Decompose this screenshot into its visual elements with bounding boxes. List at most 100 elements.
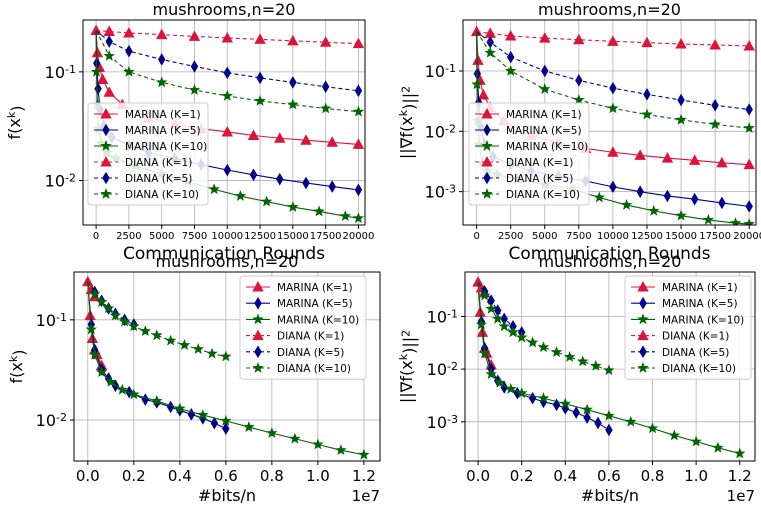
data-point [276,172,284,186]
legend-item: MARINA (K=1) [631,281,738,294]
legend-label: MARINA (K=5) [277,298,353,310]
data-point [583,411,591,424]
legend-label: DIANA (K=5) [277,347,344,359]
legend-label: DIANA (K=10) [506,189,580,201]
data-point [559,397,572,409]
legend-item: MARINA (K=10) [475,140,588,153]
x-tick-label: 1.2 [728,467,752,485]
data-point [641,108,653,120]
legend: MARINA (K=1) MARINA (K=5) MARINA (K=10) DIA… [239,275,367,380]
data-point [220,414,232,426]
legend-label: MARINA (K=1) [125,109,201,121]
data-point [274,132,286,143]
legend-marker [102,171,110,185]
y-axis-label: ||∇f(xk)||2​ [397,330,418,403]
data-point [572,406,580,419]
data-point [690,435,702,447]
data-point [247,129,260,140]
chart-title: mushrooms,n=20 [153,0,296,19]
data-point [319,36,332,47]
data-point [128,320,140,332]
series-line [476,31,750,129]
legend-marker [252,281,264,292]
series-line [95,30,359,92]
data-point [90,65,103,77]
legend-marker [639,296,647,310]
data-point [243,421,255,432]
data-point [335,444,347,456]
data-point [89,288,101,300]
data-point [625,415,637,427]
data-point [634,149,646,160]
legend: MARINA (K=1) MARINA (K=5) MARINA (K=10) DIA… [87,102,209,206]
legend-label: MARINA (K=5) [506,125,582,137]
data-point [573,94,585,105]
data-point [743,122,755,133]
data-point [485,302,497,314]
data-point [96,73,109,85]
data-point [745,103,753,116]
data-point [605,423,613,437]
data-point [352,37,365,49]
x-tick-label: 12500 [631,231,663,242]
chart-panel-4: 0.0 0.2 0.4 0.6 0.8 1.0 1.2 10-1​ 10-2​ 10-3​ mush… [397,252,756,505]
data-point [128,388,140,400]
data-point [151,329,163,341]
series-line [476,31,750,47]
legend-item: MARINA (K=1) [246,281,353,294]
legend-label: DIANA (K=5) [506,173,573,185]
data-point [155,28,168,40]
x-axis-label: #bits/n [198,486,256,505]
x-axis-label: #bits/n [581,486,639,505]
legend-box [239,275,367,380]
data-point [607,35,619,46]
x-offset-label: 1e7 [352,487,380,505]
legend-marker [100,156,112,167]
legend-marker [102,123,110,137]
data-point [493,304,502,317]
y-tick-label: 10-3​ [425,183,456,202]
legend-marker [252,362,264,373]
legend-item: MARINA (K=1) [475,108,582,121]
data-point [221,89,233,101]
legend-label: MARINA (K=1) [506,109,582,121]
data-point [287,98,299,110]
data-point [515,387,528,398]
x-tick-label: 2500 [116,231,141,242]
x-tick-label: 0.6 [597,467,621,485]
data-point [94,82,102,95]
data-point [526,336,539,348]
data-point [603,409,615,421]
data-point [743,218,755,225]
data-point [675,113,687,125]
legend-label: DIANA (K=1) [277,331,344,343]
legend-box [624,275,752,380]
legend-item: MARINA (K=1) [94,108,201,121]
chart-panel-3: 0.0 0.2 0.4 0.6 0.8 1.0 1.2 10-1​ 10-2​ mushrooms… [7,252,381,505]
data-point [174,402,186,414]
data-point [95,296,108,308]
y-tick-label: 10-2​ [427,360,458,379]
data-point [478,347,491,359]
legend-marker [481,188,493,199]
data-point [675,38,687,49]
x-tick-label: 0.0 [466,467,490,485]
data-point [636,185,644,198]
legend-box [468,102,590,206]
data-point [552,398,561,412]
y-tick-label: 10-1​ [427,307,458,326]
legend-marker [100,108,112,119]
data-point [95,366,108,378]
y-tick-label: 10-2​ [45,172,76,191]
data-point [82,275,94,287]
data-point [91,46,104,58]
legend-label: MARINA (K=10) [662,314,744,326]
series-line [96,29,359,45]
data-point [221,31,233,43]
data-point [192,343,204,354]
y-tick-label: 10-1​ [36,311,67,330]
legend-item: DIANA (K=1) [631,329,729,343]
series-diana-k-5- [95,30,363,98]
x-tick-label: 1.2 [352,467,376,485]
data-point [328,180,336,193]
